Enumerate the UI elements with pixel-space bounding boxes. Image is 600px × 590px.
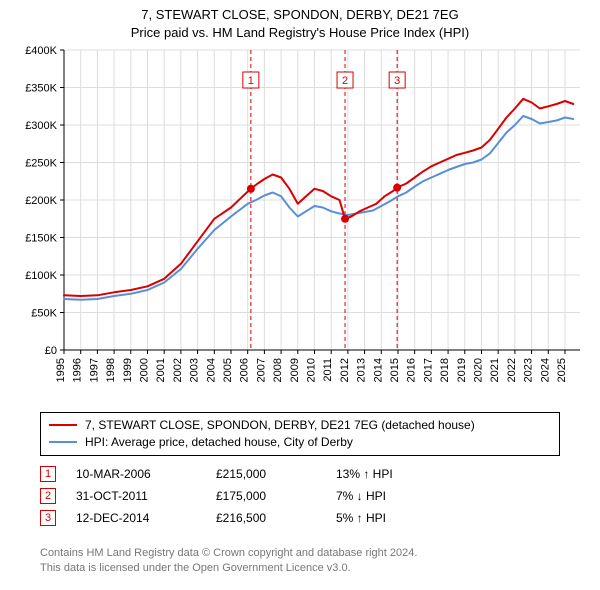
legend-label: 7, STEWART CLOSE, SPONDON, DERBY, DE21 7… bbox=[85, 417, 475, 434]
svg-text:1996: 1996 bbox=[72, 358, 84, 382]
svg-text:2: 2 bbox=[342, 75, 348, 87]
svg-text:1998: 1998 bbox=[105, 358, 117, 382]
svg-text:£350K: £350K bbox=[25, 83, 57, 95]
svg-text:2002: 2002 bbox=[172, 358, 184, 382]
marker-desc: 5% ↑ HPI bbox=[336, 511, 560, 525]
marker-row: 3 12-DEC-2014 £216,500 5% ↑ HPI bbox=[40, 510, 560, 526]
marker-date: 10-MAR-2006 bbox=[76, 467, 196, 481]
marker-desc: 7% ↓ HPI bbox=[336, 489, 560, 503]
marker-date: 31-OCT-2011 bbox=[76, 489, 196, 503]
marker-price: £216,500 bbox=[216, 511, 316, 525]
footnote-line-1: Contains HM Land Registry data © Crown c… bbox=[40, 546, 560, 561]
marker-desc: 13% ↑ HPI bbox=[336, 467, 560, 481]
footnote-line-2: This data is licensed under the Open Gov… bbox=[40, 561, 560, 576]
marker-price: £215,000 bbox=[216, 467, 316, 481]
legend-row: 7, STEWART CLOSE, SPONDON, DERBY, DE21 7… bbox=[49, 417, 551, 434]
legend: 7, STEWART CLOSE, SPONDON, DERBY, DE21 7… bbox=[40, 412, 560, 456]
svg-text:£200K: £200K bbox=[25, 195, 57, 207]
title-block: 7, STEWART CLOSE, SPONDON, DERBY, DE21 7… bbox=[0, 0, 600, 41]
svg-text:1999: 1999 bbox=[122, 358, 134, 382]
svg-text:2006: 2006 bbox=[239, 358, 251, 382]
marker-row: 1 10-MAR-2006 £215,000 13% ↑ HPI bbox=[40, 466, 560, 482]
svg-text:£300K: £300K bbox=[25, 120, 57, 132]
svg-text:2011: 2011 bbox=[322, 358, 334, 382]
svg-text:2009: 2009 bbox=[289, 358, 301, 382]
svg-text:2001: 2001 bbox=[155, 358, 167, 382]
marker-table: 1 10-MAR-2006 £215,000 13% ↑ HPI 2 31-OCT-201… bbox=[40, 460, 560, 532]
svg-text:2007: 2007 bbox=[255, 358, 267, 382]
svg-text:2021: 2021 bbox=[489, 358, 501, 382]
svg-text:2004: 2004 bbox=[205, 358, 217, 382]
legend-swatch bbox=[49, 441, 77, 443]
svg-text:£100K: £100K bbox=[25, 270, 57, 282]
svg-text:2000: 2000 bbox=[138, 358, 150, 382]
svg-text:2017: 2017 bbox=[422, 358, 434, 382]
legend-row: HPI: Average price, detached house, City… bbox=[49, 434, 551, 451]
svg-text:1997: 1997 bbox=[88, 358, 100, 382]
svg-text:£0: £0 bbox=[45, 345, 57, 357]
svg-text:2022: 2022 bbox=[506, 358, 518, 382]
svg-text:2020: 2020 bbox=[472, 358, 484, 382]
svg-text:2016: 2016 bbox=[406, 358, 418, 382]
svg-text:2010: 2010 bbox=[305, 358, 317, 382]
svg-text:£250K: £250K bbox=[25, 158, 57, 170]
svg-text:2014: 2014 bbox=[372, 358, 384, 382]
chart-svg: £0 £50K £100K £150K £200K £250K £300K £350K £400… bbox=[10, 44, 590, 404]
svg-text:2005: 2005 bbox=[222, 358, 234, 382]
marker-row: 2 31-OCT-2011 £175,000 7% ↓ HPI bbox=[40, 488, 560, 504]
marker-price: £175,000 bbox=[216, 489, 316, 503]
svg-text:2024: 2024 bbox=[539, 358, 551, 382]
marker-number-box: 3 bbox=[40, 510, 56, 526]
marker-number-box: 1 bbox=[40, 466, 56, 482]
svg-text:2018: 2018 bbox=[439, 358, 451, 382]
svg-text:2019: 2019 bbox=[456, 358, 468, 382]
svg-text:1995: 1995 bbox=[55, 358, 67, 382]
chart: £0 £50K £100K £150K £200K £250K £300K £350K £400… bbox=[10, 44, 590, 404]
svg-text:2023: 2023 bbox=[523, 358, 535, 382]
title-line-1: 7, STEWART CLOSE, SPONDON, DERBY, DE21 7… bbox=[0, 6, 600, 24]
legend-swatch bbox=[49, 424, 77, 426]
svg-text:2003: 2003 bbox=[189, 358, 201, 382]
svg-text:£50K: £50K bbox=[31, 308, 57, 320]
svg-text:2012: 2012 bbox=[339, 358, 351, 382]
title-line-2: Price paid vs. HM Land Registry's House … bbox=[0, 24, 600, 42]
svg-text:2008: 2008 bbox=[272, 358, 284, 382]
svg-text:1: 1 bbox=[248, 75, 254, 87]
marker-number-box: 2 bbox=[40, 488, 56, 504]
svg-text:£400K: £400K bbox=[25, 45, 57, 57]
svg-text:2013: 2013 bbox=[356, 358, 368, 382]
svg-text:3: 3 bbox=[394, 75, 400, 87]
page-root: 7, STEWART CLOSE, SPONDON, DERBY, DE21 7… bbox=[0, 0, 600, 590]
svg-text:£150K: £150K bbox=[25, 233, 57, 245]
svg-text:2015: 2015 bbox=[389, 358, 401, 382]
footnote: Contains HM Land Registry data © Crown c… bbox=[40, 546, 560, 576]
marker-date: 12-DEC-2014 bbox=[76, 511, 196, 525]
legend-label: HPI: Average price, detached house, City… bbox=[85, 434, 353, 451]
svg-text:2025: 2025 bbox=[556, 358, 568, 382]
